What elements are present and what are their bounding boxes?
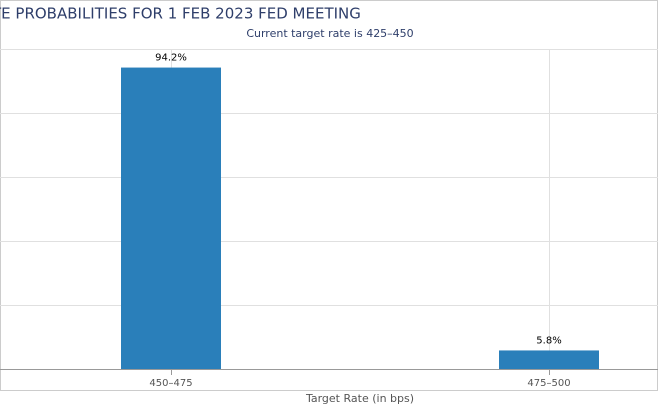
chart-title: TE PROBABILITIES FOR 1 FEB 2023 FED MEET… (0, 5, 361, 23)
data-label: 5.8% (536, 335, 561, 346)
x-tick-label: 475–500 (527, 378, 570, 389)
data-label: 94.2% (155, 53, 187, 64)
bar (121, 67, 221, 369)
x-axis-title: Target Rate (in bps) (305, 392, 414, 405)
bar (499, 350, 599, 369)
chart-subtitle: Current target rate is 425–450 (246, 27, 413, 40)
chart-frame (0, 0, 658, 391)
x-tick-label: 450–475 (149, 378, 192, 389)
